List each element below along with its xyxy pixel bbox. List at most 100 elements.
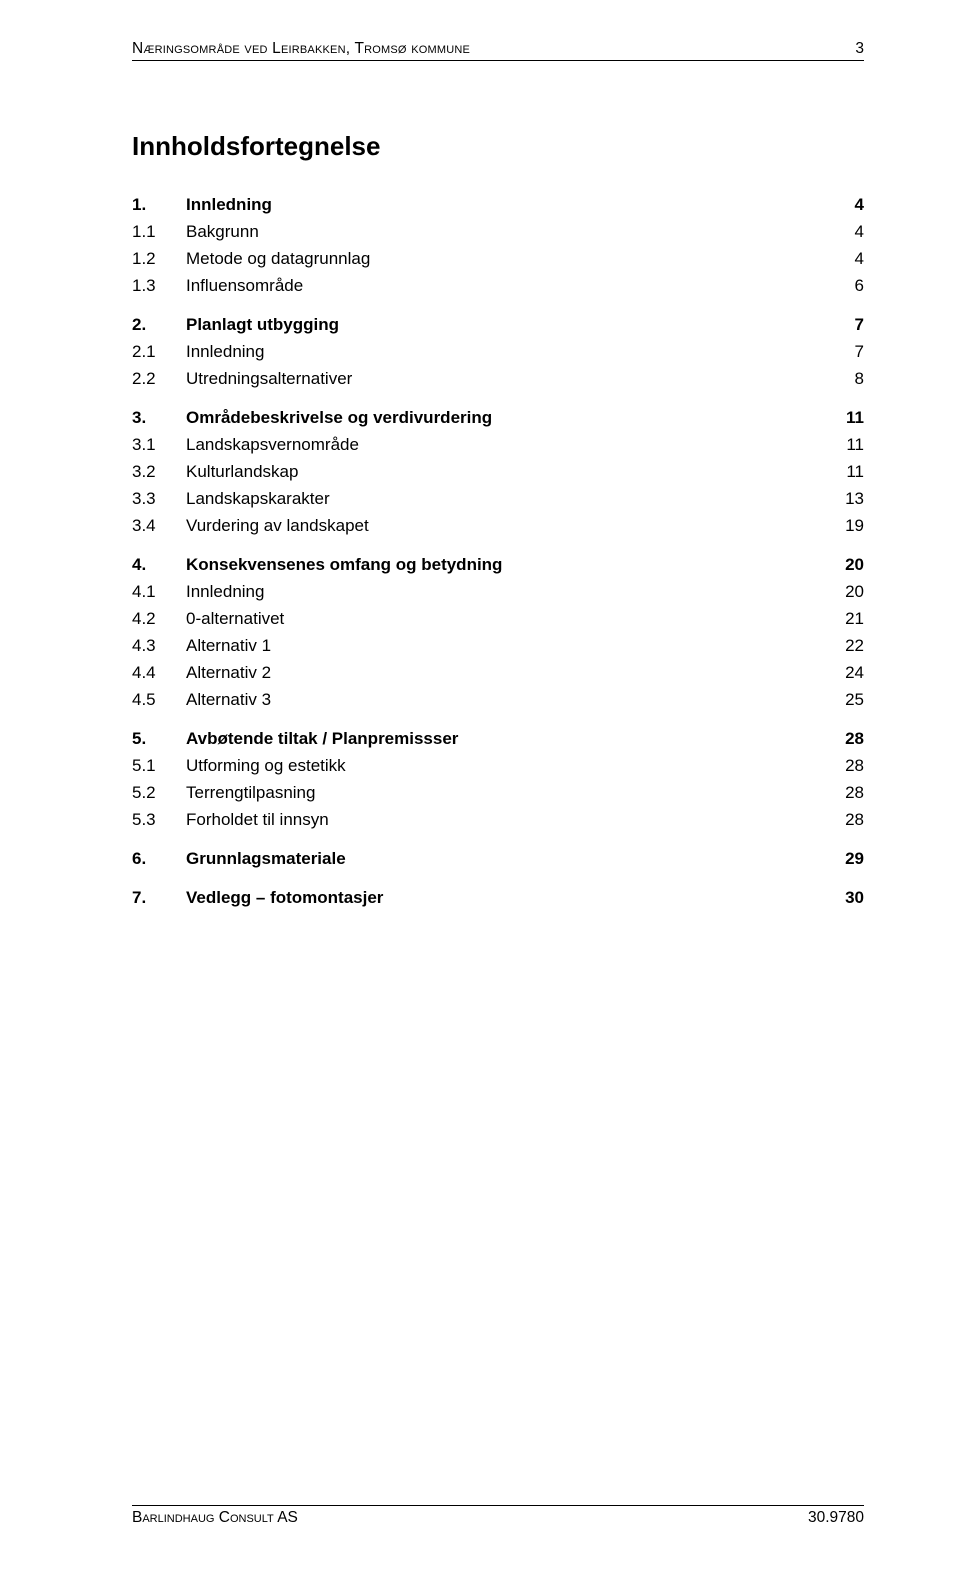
toc-entry: 4.4Alternativ 2 24 xyxy=(132,664,864,681)
footer-refnum: 30.9780 xyxy=(808,1509,864,1527)
toc-entry: 5.1Utforming og estetikk 28 xyxy=(132,757,864,774)
toc-entry-number: 5.1 xyxy=(132,757,186,774)
toc-entry-label: Konsekvensenes omfang og betydning xyxy=(186,556,502,573)
toc-entry-label: Metode og datagrunnlag xyxy=(186,250,370,267)
toc-entry-label: Landskapsvernområde xyxy=(186,436,359,453)
toc-entry-page: 28 xyxy=(845,757,864,774)
toc-entry-label: Terrengtilpasning xyxy=(186,784,315,801)
toc-entry: 1.1Bakgrunn 4 xyxy=(132,223,864,240)
toc-entry: 4.1Innledning 20 xyxy=(132,583,864,600)
toc-entry-page: 21 xyxy=(845,610,864,627)
toc-entry-number: 2. xyxy=(132,316,186,333)
toc-entry-page: 28 xyxy=(845,811,864,828)
header-title: Næringsområde ved Leirbakken, Tromsø kom… xyxy=(132,40,470,58)
toc-entry: 5.3Forholdet til innsyn 28 xyxy=(132,811,864,828)
toc-entry: 7.Vedlegg – fotomontasjer30 xyxy=(132,889,864,906)
footer-company: Barlindhaug Consult AS xyxy=(132,1509,298,1527)
toc-entry-label: Planlagt utbygging xyxy=(186,316,339,333)
toc-entry-page: 11 xyxy=(846,463,864,480)
toc-entry-number: 2.1 xyxy=(132,343,186,360)
toc-entry-number: 4.1 xyxy=(132,583,186,600)
toc-entry-label: Vedlegg – fotomontasjer xyxy=(186,889,383,906)
toc-entry-number: 5.2 xyxy=(132,784,186,801)
toc-entry: 4.3Alternativ 1 22 xyxy=(132,637,864,654)
toc-entry: 1.Innledning 4 xyxy=(132,196,864,213)
toc-entry: 4.5Alternativ 3 25 xyxy=(132,691,864,708)
toc-entry: 3.2Kulturlandskap 11 xyxy=(132,463,864,480)
toc-entry-number: 3. xyxy=(132,409,186,426)
toc-entry-page: 28 xyxy=(845,784,864,801)
header-page-number: 3 xyxy=(855,40,864,58)
toc-entry-label: Influensområde xyxy=(186,277,303,294)
toc-entry-number: 4.5 xyxy=(132,691,186,708)
toc-entry-label: Kulturlandskap xyxy=(186,463,298,480)
toc-entry-number: 4.4 xyxy=(132,664,186,681)
toc-entry-number: 2.2 xyxy=(132,370,186,387)
toc-entry-page: 20 xyxy=(845,583,864,600)
toc-entry-label: Innledning xyxy=(186,196,272,213)
toc-entry-number: 6. xyxy=(132,850,186,867)
toc-entry-number: 5.3 xyxy=(132,811,186,828)
toc-entry-label: Utredningsalternativer xyxy=(186,370,352,387)
toc-entry: 5.2Terrengtilpasning 28 xyxy=(132,784,864,801)
toc-entry: 3.Områdebeskrivelse og verdivurdering 11 xyxy=(132,409,864,426)
toc-entry-number: 3.4 xyxy=(132,517,186,534)
toc-entry-label: Alternativ 3 xyxy=(186,691,271,708)
toc-entry: 3.4Vurdering av landskapet 19 xyxy=(132,517,864,534)
document-page: Næringsområde ved Leirbakken, Tromsø kom… xyxy=(0,0,960,1577)
toc-entry: 1.2Metode og datagrunnlag 4 xyxy=(132,250,864,267)
toc-entry-page: 25 xyxy=(845,691,864,708)
toc-entry-label: Alternativ 2 xyxy=(186,664,271,681)
toc-entry: 5.Avbøtende tiltak / Planpremissser28 xyxy=(132,730,864,747)
toc-entry-page: 4 xyxy=(855,196,864,213)
toc-entry-number: 4. xyxy=(132,556,186,573)
toc-entry-page: 4 xyxy=(855,223,864,240)
toc-entry-number: 3.2 xyxy=(132,463,186,480)
toc-entry: 2.2Utredningsalternativer 8 xyxy=(132,370,864,387)
toc-entry: 2.1Innledning 7 xyxy=(132,343,864,360)
page-header: Næringsområde ved Leirbakken, Tromsø kom… xyxy=(132,40,864,61)
toc-entry-label: Bakgrunn xyxy=(186,223,259,240)
toc-entry-number: 4.3 xyxy=(132,637,186,654)
toc-entry: 3.1Landskapsvernområde 11 xyxy=(132,436,864,453)
toc-heading: Innholdsfortegnelse xyxy=(132,131,864,162)
toc-entry-label: 0-alternativet xyxy=(186,610,284,627)
toc-entry: 3.3Landskapskarakter13 xyxy=(132,490,864,507)
toc-entry-number: 1.3 xyxy=(132,277,186,294)
toc-entry: 2.Planlagt utbygging 7 xyxy=(132,316,864,333)
toc-entry: 4.20-alternativet21 xyxy=(132,610,864,627)
toc-entry-page: 19 xyxy=(845,517,864,534)
toc-entry-page: 6 xyxy=(855,277,864,294)
toc-entry-label: Områdebeskrivelse og verdivurdering xyxy=(186,409,492,426)
toc-entry-label: Innledning xyxy=(186,343,264,360)
toc-entry-label: Utforming og estetikk xyxy=(186,757,346,774)
toc-entry-page: 22 xyxy=(845,637,864,654)
toc-entry-page: 11 xyxy=(846,409,864,426)
toc-entry: 6.Grunnlagsmateriale 29 xyxy=(132,850,864,867)
toc-entry: 4.Konsekvensenes omfang og betydning 20 xyxy=(132,556,864,573)
toc-entry-page: 7 xyxy=(855,343,864,360)
toc-entry-page: 24 xyxy=(845,664,864,681)
toc-entry-number: 1. xyxy=(132,196,186,213)
toc-entry-number: 7. xyxy=(132,889,186,906)
toc-entry-page: 11 xyxy=(846,436,864,453)
toc-entry-label: Avbøtende tiltak / Planpremissser xyxy=(186,730,458,747)
toc-entry-label: Innledning xyxy=(186,583,264,600)
page-footer: Barlindhaug Consult AS 30.9780 xyxy=(132,1505,864,1527)
toc-entry-page: 8 xyxy=(855,370,864,387)
toc-entry-number: 1.1 xyxy=(132,223,186,240)
toc-entry-label: Alternativ 1 xyxy=(186,637,271,654)
table-of-contents: 1.Innledning41.1Bakgrunn41.2Metode og da… xyxy=(132,196,864,906)
toc-entry-number: 5. xyxy=(132,730,186,747)
toc-entry: 1.3Influensområde 6 xyxy=(132,277,864,294)
toc-entry-label: Grunnlagsmateriale xyxy=(186,850,346,867)
toc-entry-page: 4 xyxy=(855,250,864,267)
toc-entry-page: 20 xyxy=(845,556,864,573)
toc-entry-page: 29 xyxy=(845,850,864,867)
toc-entry-label: Vurdering av landskapet xyxy=(186,517,369,534)
toc-entry-number: 3.3 xyxy=(132,490,186,507)
toc-entry-number: 3.1 xyxy=(132,436,186,453)
toc-entry-page: 7 xyxy=(855,316,864,333)
toc-entry-label: Forholdet til innsyn xyxy=(186,811,329,828)
toc-entry-number: 1.2 xyxy=(132,250,186,267)
